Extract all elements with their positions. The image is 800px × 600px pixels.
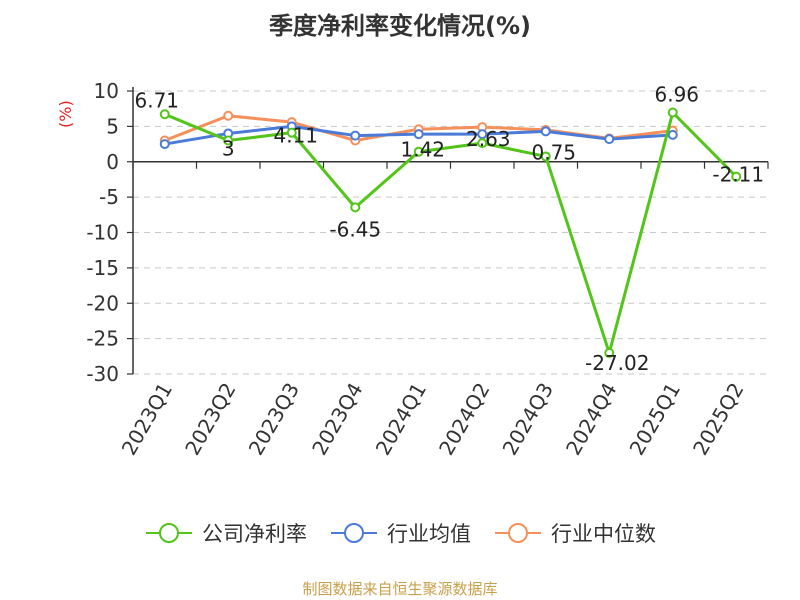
data-point [667, 107, 678, 118]
y-tick-label: -25 [86, 327, 119, 351]
data-point [286, 127, 297, 138]
legend-item: 行业均值 [329, 518, 471, 548]
data-label: -6.45 [329, 217, 381, 241]
x-tick-label: 2023Q4 [307, 379, 367, 460]
data-point [540, 126, 551, 137]
y-tick-label: -20 [86, 291, 119, 315]
data-point [413, 129, 424, 140]
legend-item: 公司净利率 [144, 518, 307, 548]
y-tick-label: -15 [86, 256, 119, 280]
x-tick-label: 2023Q1 [117, 379, 177, 460]
data-point [159, 109, 170, 120]
x-tick-label: 2023Q2 [180, 379, 240, 460]
legend-marker-icon [495, 523, 541, 543]
legend: 公司净利率 行业均值 行业中位数 [0, 518, 800, 548]
legend-marker-icon [146, 523, 192, 543]
data-point [350, 130, 361, 141]
x-tick-label: 2024Q1 [371, 379, 431, 460]
chart-title: 季度净利率变化情况(%) [269, 12, 531, 40]
data-label: 4.11 [273, 124, 318, 148]
data-point [604, 347, 615, 358]
data-label: 3 [222, 137, 235, 161]
legend-item: 行业中位数 [493, 518, 656, 548]
data-point [667, 129, 678, 140]
data-point [223, 135, 234, 146]
source-note: 制图数据来自恒生聚源数据库 [302, 580, 498, 598]
data-point [350, 202, 361, 213]
y-tick-label: 10 [94, 79, 119, 103]
x-tick-label: 2025Q1 [625, 379, 685, 460]
data-point [159, 139, 170, 150]
data-label: 1.42 [400, 138, 445, 162]
data-point [223, 110, 234, 121]
data-point [604, 134, 615, 145]
data-point [477, 138, 488, 149]
legend-label: 公司净利率 [202, 522, 307, 546]
data-label: -27.02 [585, 351, 649, 375]
data-point [413, 146, 424, 157]
x-tick-label: 2023Q3 [244, 379, 304, 460]
x-tick-label: 2024Q2 [434, 379, 494, 460]
data-label: 6.71 [134, 88, 179, 112]
data-label: -2.11 [712, 163, 764, 187]
data-point [731, 171, 742, 182]
y-tick-label: 0 [106, 150, 119, 174]
y-tick-label: 5 [106, 114, 119, 138]
x-tick-label: 2024Q3 [498, 379, 558, 460]
data-point [540, 151, 551, 162]
legend-label: 行业中位数 [551, 522, 656, 546]
legend-label: 行业均值 [387, 522, 471, 546]
y-tick-label: -10 [86, 221, 119, 245]
x-tick-label: 2024Q4 [561, 379, 621, 460]
x-tick-label: 2025Q2 [688, 379, 748, 460]
legend-marker-icon [331, 523, 377, 543]
y-tick-label: -30 [86, 362, 119, 386]
data-label: 0.75 [531, 140, 576, 164]
series-line [164, 111, 738, 355]
data-label: 2.63 [466, 127, 511, 151]
data-label: 6.96 [654, 83, 699, 107]
y-tick-label: -5 [99, 185, 119, 209]
